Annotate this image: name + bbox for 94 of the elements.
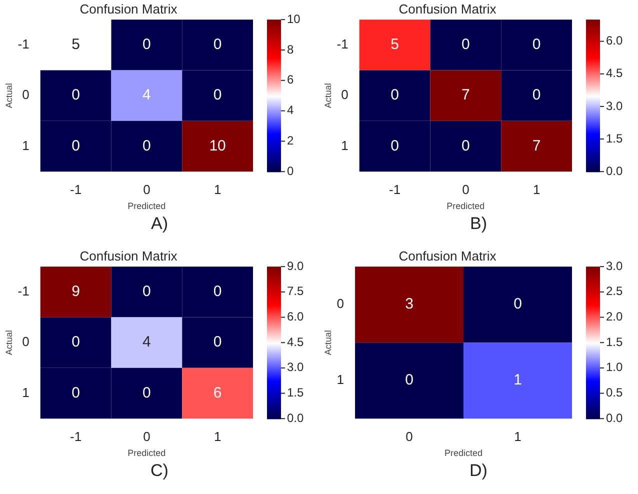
data-label: 0	[532, 36, 541, 54]
x-tick-label: 0	[143, 428, 150, 444]
text: D)	[468, 461, 488, 481]
data-label: 6	[213, 384, 222, 402]
color-bar-label: 0.0	[606, 410, 624, 425]
x-axis-title: Predicted	[128, 201, 166, 212]
y-tick-label: 0	[341, 87, 348, 102]
color-bar-label: 6	[287, 72, 294, 87]
text: B)	[469, 214, 488, 234]
data-label: 9	[72, 283, 80, 300]
chart-title: Confusion Matrix	[80, 248, 178, 264]
x-tick-label: 0	[406, 428, 413, 444]
y-tick-label: -1	[18, 284, 30, 299]
data-label: 0	[213, 283, 222, 300]
color-bar-label: 0.0	[287, 410, 304, 425]
color-bar-label: 6.0	[606, 34, 624, 48]
color-bar-label: 0.0	[606, 164, 624, 178]
text: C)	[150, 461, 170, 481]
color-bar-label: 7.5	[287, 284, 304, 298]
x-tick-label: 1	[532, 182, 540, 197]
x-tick-label: 0	[143, 182, 150, 197]
color-bar-label: 1.5	[606, 334, 624, 349]
y-tick-label: 0	[22, 334, 30, 350]
y-tick-label: 1	[341, 138, 348, 153]
color-bar-label: 10	[287, 12, 301, 26]
x-tick-label: 0	[462, 182, 470, 197]
data-label: 1	[514, 372, 522, 389]
color-bar-label: 4	[287, 103, 294, 118]
data-label: 5	[390, 36, 399, 54]
data-label: 7	[462, 86, 470, 104]
color-bar-label: 8	[287, 42, 294, 56]
x-axis-title: Predicted	[446, 201, 485, 212]
y-tick-label: -1	[18, 36, 30, 52]
x-axis-title: Predicted	[128, 448, 166, 458]
y-axis-title: Actual	[4, 330, 14, 356]
data-label: 0	[72, 137, 80, 154]
x-axis-title: Predicted	[444, 448, 483, 458]
x-tick-label: -1	[389, 182, 401, 197]
color-bar-label: 1.0	[606, 360, 624, 374]
data-label: 0	[390, 86, 399, 104]
y-tick-label: -1	[336, 36, 348, 52]
data-label: 0	[390, 137, 399, 154]
data-label: 0	[514, 296, 522, 313]
data-label: 0	[532, 86, 541, 104]
data-label: 3	[405, 296, 414, 313]
data-label: 0	[142, 137, 151, 154]
x-tick-label: -1	[70, 428, 82, 444]
color-bar-label: 9.0	[287, 258, 304, 273]
chart-title: Confusion Matrix	[398, 248, 497, 264]
color-bar-label: 0.5	[606, 386, 624, 400]
data-label: 0	[72, 384, 80, 402]
data-label: 0	[213, 86, 222, 104]
data-label: 0	[462, 36, 470, 54]
data-label: 0	[72, 86, 80, 104]
data-label: 4	[142, 86, 151, 104]
y-tick-label: 1	[22, 138, 30, 153]
x-tick-label: -1	[70, 182, 82, 197]
color-bar-label: 2.5	[606, 284, 624, 298]
color-bar-label: 4.5	[287, 334, 304, 349]
data-label: 0	[405, 372, 414, 389]
color-bar-label: 3.0	[606, 258, 624, 273]
y-axis-title: Actual	[322, 83, 333, 108]
data-label: 0	[213, 36, 222, 54]
y-tick-label: 1	[336, 372, 344, 388]
y-tick-label: 0	[22, 87, 30, 102]
x-tick-label: 1	[514, 428, 522, 444]
y-axis-title: Actual	[322, 330, 333, 356]
y-tick-label: 1	[22, 384, 30, 400]
data-label: 5	[72, 36, 80, 54]
data-label: 0	[72, 334, 80, 351]
text: A)	[150, 214, 169, 234]
data-label: 4	[142, 334, 151, 351]
data-label: 0	[213, 334, 222, 351]
color-bar-label: 1.5	[606, 131, 624, 146]
data-label: 7	[532, 137, 541, 154]
x-tick-label: 1	[214, 428, 222, 444]
color-bar-label: 4.5	[606, 66, 624, 80]
data-label: 0	[142, 283, 151, 300]
data-label: 0	[142, 384, 151, 402]
chart-title: Confusion Matrix	[398, 1, 497, 16]
color-bar-label: 0	[287, 164, 294, 178]
data-label: 0	[142, 36, 151, 54]
color-bar-label: 1.5	[287, 386, 304, 400]
color-bar-label: 2	[287, 134, 294, 148]
x-tick-label: 1	[214, 182, 222, 197]
data-label: 10	[209, 137, 226, 154]
color-bar-label: 6.0	[287, 310, 304, 324]
y-axis-title: Actual	[4, 83, 14, 108]
y-tick-label: 0	[336, 296, 344, 312]
color-bar-label: 2.0	[606, 310, 624, 324]
data-label: 0	[462, 137, 470, 154]
color-bar-label: 3.0	[287, 360, 304, 374]
color-bar-label: 3.0	[606, 98, 624, 113]
chart-title: Confusion Matrix	[80, 1, 178, 16]
